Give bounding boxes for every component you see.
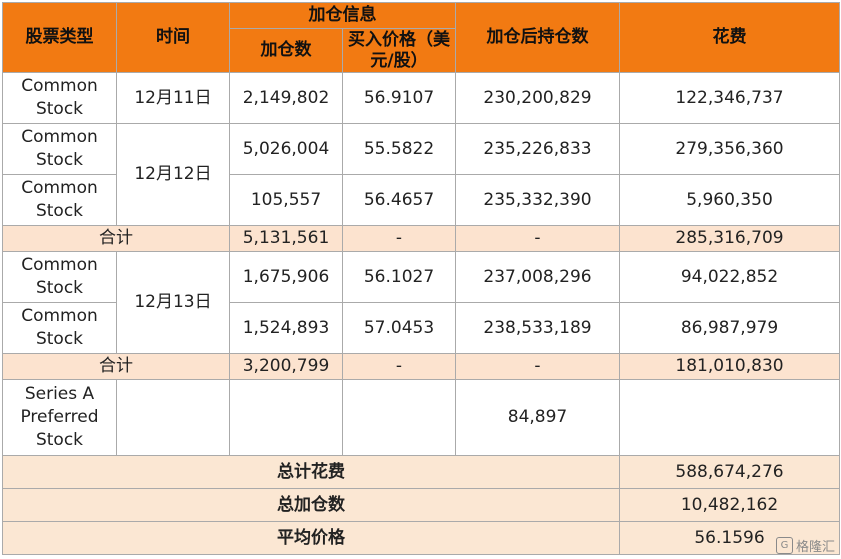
shares-cell: 1,524,893 (229, 302, 343, 354)
shares-cell: 1,675,906 (229, 251, 343, 303)
table-row: Common Stock 12月11日 2,149,802 56.9107 23… (2, 72, 840, 124)
total-cost-row: 总计花费 588,674,276 (2, 455, 840, 489)
stock-type-cell: Common Stock (2, 174, 117, 226)
cost-cell: 86,987,979 (619, 302, 840, 354)
cost-cell: 279,356,360 (619, 123, 840, 175)
date-cell (116, 379, 230, 456)
subtotal-label: 合计 (2, 353, 230, 380)
subtotal-row: 合计 3,200,799 - - 181,010,830 (2, 353, 840, 380)
table-row: Series A Preferred Stock 84,897 (2, 379, 840, 456)
stock-type-cell: Common Stock (2, 123, 117, 175)
cost-cell: 94,022,852 (619, 251, 840, 303)
average-price-label: 平均价格 (2, 521, 620, 555)
watermark: G 格隆汇 (775, 536, 835, 555)
average-price-row: 平均价格 56.1596 (2, 521, 840, 555)
price-cell: 57.0453 (342, 302, 456, 354)
header-cost: 花费 (619, 2, 840, 73)
price-cell: - (342, 225, 456, 252)
price-cell: - (342, 353, 456, 380)
gelonghui-logo-icon: G (775, 537, 793, 554)
holdings-cell: - (455, 225, 620, 252)
shares-cell: 105,557 (229, 174, 343, 226)
watermark-text: 格隆汇 (795, 540, 835, 555)
total-shares-value: 10,482,162 (619, 488, 840, 522)
header-add-shares: 加仓数 (229, 28, 343, 73)
holdings-cell: 235,226,833 (455, 123, 620, 175)
header-holdings-after: 加仓后持仓数 (455, 2, 620, 73)
header-row-1: 股票类型 时间 加仓信息 加仓后持仓数 花费 (2, 2, 840, 73)
date-cell: 12月12日 (116, 123, 230, 226)
holdings-cell: 235,332,390 (455, 174, 620, 226)
shares-cell: 5,131,561 (229, 225, 343, 252)
price-cell: 55.5822 (342, 123, 456, 175)
shares-cell (229, 379, 343, 456)
header-time: 时间 (116, 2, 230, 73)
price-cell: 56.9107 (342, 72, 456, 124)
average-price-value: 56.1596 (619, 521, 840, 555)
holdings-cell: 230,200,829 (455, 72, 620, 124)
shares-cell: 5,026,004 (229, 123, 343, 175)
stock-type-cell: Common Stock (2, 251, 117, 303)
total-shares-row: 总加仓数 10,482,162 (2, 488, 840, 522)
cost-cell: 181,010,830 (619, 353, 840, 380)
holdings-cell: 237,008,296 (455, 251, 620, 303)
cost-cell: 5,960,350 (619, 174, 840, 226)
stock-type-cell: Series A Preferred Stock (2, 379, 117, 456)
stock-type-cell: Common Stock (2, 72, 117, 124)
date-cell: 12月13日 (116, 251, 230, 354)
table-row: Common Stock 1,524,893 57.0453 238,533,1… (2, 302, 840, 354)
subtotal-label: 合计 (2, 225, 230, 252)
stock-type-cell: Common Stock (2, 302, 117, 354)
total-shares-label: 总加仓数 (2, 488, 620, 522)
table-row: Common Stock 12月13日 1,675,906 56.1027 23… (2, 251, 840, 354)
holdings-cell: 238,533,189 (455, 302, 620, 354)
cost-cell (619, 379, 840, 456)
header-buy-price: 买入价格（美元/股） (342, 28, 456, 73)
subtotal-row: 合计 5,131,561 - - 285,316,709 (2, 225, 840, 252)
shares-cell: 3,200,799 (229, 353, 343, 380)
price-cell (342, 379, 456, 456)
table-row: Common Stock 12月12日 5,026,004 55.5822 23… (2, 123, 840, 226)
cost-cell: 285,316,709 (619, 225, 840, 252)
cost-cell: 122,346,737 (619, 72, 840, 124)
date-cell: 12月11日 (116, 72, 230, 124)
price-cell: 56.1027 (342, 251, 456, 303)
holdings-cell: - (455, 353, 620, 380)
header-row-2: 加仓数 买入价格（美元/股） (3, 28, 840, 73)
holdings-cell: 84,897 (455, 379, 620, 456)
table-row: Common Stock 105,557 56.4657 235,332,390… (2, 174, 840, 226)
header-add-info: 加仓信息 (229, 2, 456, 29)
shares-cell: 2,149,802 (229, 72, 343, 124)
header-stock-type: 股票类型 (2, 2, 117, 73)
total-cost-label: 总计花费 (2, 455, 620, 489)
price-cell: 56.4657 (342, 174, 456, 226)
total-cost-value: 588,674,276 (619, 455, 840, 489)
